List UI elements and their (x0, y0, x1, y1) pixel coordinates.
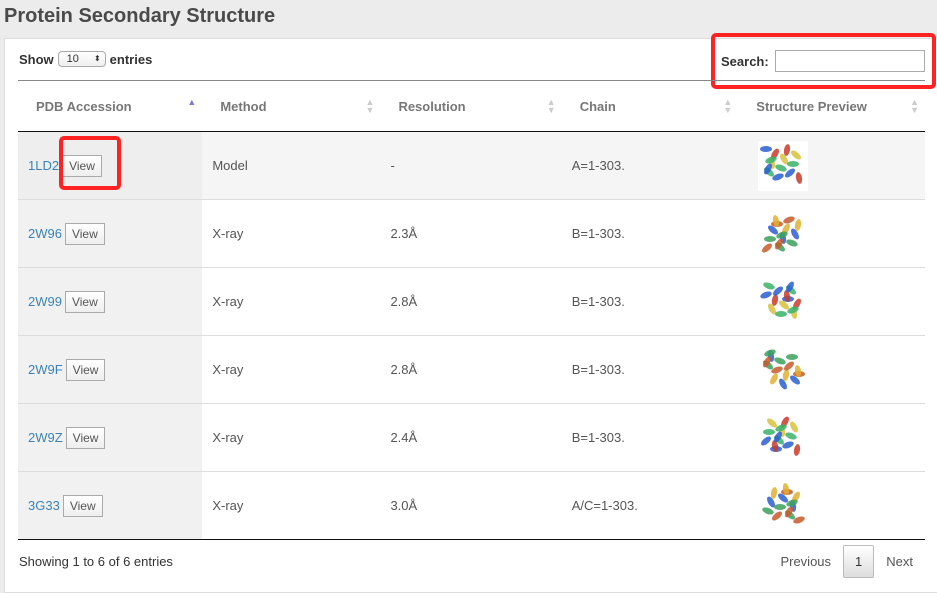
pdb-link[interactable]: 2W96 (28, 225, 62, 241)
resolution-cell: 2.8Å (390, 362, 418, 377)
column-header-label: Method (220, 98, 267, 114)
column-header-label: Chain (579, 98, 616, 114)
pdb-link[interactable]: 3G33 (28, 497, 60, 513)
select-arrows-icon: ⬍ (93, 54, 101, 63)
length-control: Show 10 ⬍ entries (19, 51, 152, 67)
column-header[interactable]: PDB Accession ▲ (18, 81, 202, 132)
pdb-link[interactable]: 1LD2 (28, 157, 60, 173)
view-button[interactable]: View (62, 494, 103, 517)
entries-label: entries (109, 51, 153, 67)
resolution-cell: 2.8Å (390, 294, 418, 309)
chain-cell: A=1-303. (561, 131, 739, 200)
table-row: 2W9F View X-ray 2.8Å B=1-303. (18, 335, 925, 404)
view-button[interactable]: View (65, 358, 106, 381)
pdb-link[interactable]: 2W9F (28, 361, 63, 377)
search-label: Search: (721, 53, 769, 69)
preview-cell (738, 268, 925, 336)
table-footer: Showing 1 to 6 of 6 entries Previous 1 N… (18, 539, 925, 578)
preview-cell (738, 404, 925, 472)
highlight-box (711, 33, 936, 89)
column-header-label: Structure Preview (756, 98, 867, 114)
sort-icon: ▲ ▼ (910, 97, 919, 115)
preview-cell (738, 336, 925, 404)
column-header[interactable]: Resolution ▲ ▼ (380, 81, 561, 132)
pdb-link[interactable]: 2W99 (28, 293, 62, 309)
column-header[interactable]: Structure Preview ▲ ▼ (738, 81, 925, 132)
method-cell: X-ray (212, 362, 244, 377)
structure-preview-image[interactable] (758, 276, 809, 327)
entries-select[interactable]: 10 ⬍ (57, 51, 106, 67)
column-header-label: Resolution (398, 98, 466, 114)
next-button[interactable]: Next (886, 554, 913, 569)
view-button[interactable]: View (65, 426, 106, 449)
view-button[interactable]: View (64, 290, 105, 313)
chain-cell: B=1-303. (571, 430, 625, 445)
table-panel: Show 10 ⬍ entries Search: PDB Accession ▲ M… (4, 33, 937, 593)
table-row: 2W9Z View X-ray 2.4Å B=1-303. (18, 403, 925, 472)
pdb-link[interactable]: 2W9Z (28, 429, 63, 445)
column-header[interactable]: Method ▲ ▼ (202, 81, 380, 132)
pdb-cell: 2W96 View (18, 199, 203, 268)
resolution-cell: 2.3Å (390, 226, 418, 241)
search-control: Search: (721, 50, 925, 72)
resolution-cell: - (380, 131, 562, 200)
structure-preview-image[interactable] (758, 412, 809, 463)
highlight-box (59, 136, 121, 190)
table-row: 3G33 View X-ray 3.0Å A/C=1-303. (18, 471, 925, 540)
column-header-label: PDB Accession (36, 98, 132, 114)
preview-cell (738, 200, 925, 268)
sort-icon: ▲ ▼ (365, 97, 375, 115)
table-info: Showing 1 to 6 of 6 entries (19, 554, 173, 569)
chain-cell: B=1-303. (571, 362, 625, 377)
view-button[interactable]: View (62, 154, 102, 177)
data-table: PDB Accession ▲ Method ▲ ▼ Resolution ▲ ▼ Chain ▲… (18, 80, 925, 540)
structure-preview-image[interactable] (758, 140, 809, 191)
view-button[interactable]: View (64, 222, 105, 245)
chain-cell: B=1-303. (571, 226, 625, 241)
preview-cell (738, 131, 925, 200)
page-title: Protein Secondary Structure (4, 5, 276, 27)
pdb-cell: 2W9Z View (18, 403, 203, 472)
table-row: 2W96 View X-ray 2.3Å B=1-303. (18, 199, 925, 268)
table-row: 1LD2 View Model - A=1-303. (18, 131, 925, 200)
search-input[interactable] (774, 50, 925, 72)
previous-button[interactable]: Previous (780, 554, 832, 569)
page-1-button[interactable]: 1 (843, 545, 875, 578)
sort-icon: ▲ ▼ (546, 97, 556, 115)
chain-cell: B=1-303. (571, 294, 625, 309)
sort-asc-icon: ▲ (187, 97, 197, 107)
column-header[interactable]: Chain ▲ ▼ (562, 81, 739, 132)
pdb-cell: 3G33 View (18, 471, 203, 540)
structure-preview-image[interactable] (758, 344, 809, 395)
sort-icon: ▲ ▼ (723, 97, 733, 115)
method-cell: X-ray (212, 294, 244, 309)
show-label: Show (19, 51, 54, 67)
method-cell: X-ray (212, 498, 244, 513)
chain-cell: A/C=1-303. (571, 498, 638, 513)
method-cell: Model (202, 131, 381, 200)
method-cell: X-ray (212, 226, 244, 241)
pdb-cell: 2W99 View (18, 267, 203, 336)
table-row: 2W99 View X-ray 2.8Å B=1-303. (18, 267, 925, 336)
resolution-cell: 3.0Å (390, 498, 418, 513)
method-cell: X-ray (212, 430, 244, 445)
pagination: Previous 1 Next (768, 545, 925, 578)
pdb-cell: 1LD2 View (18, 131, 203, 200)
structure-preview-image[interactable] (758, 480, 809, 531)
resolution-cell: 2.4Å (390, 430, 418, 445)
preview-cell (738, 472, 925, 540)
structure-preview-image[interactable] (758, 208, 809, 259)
pdb-cell: 2W9F View (18, 335, 203, 404)
